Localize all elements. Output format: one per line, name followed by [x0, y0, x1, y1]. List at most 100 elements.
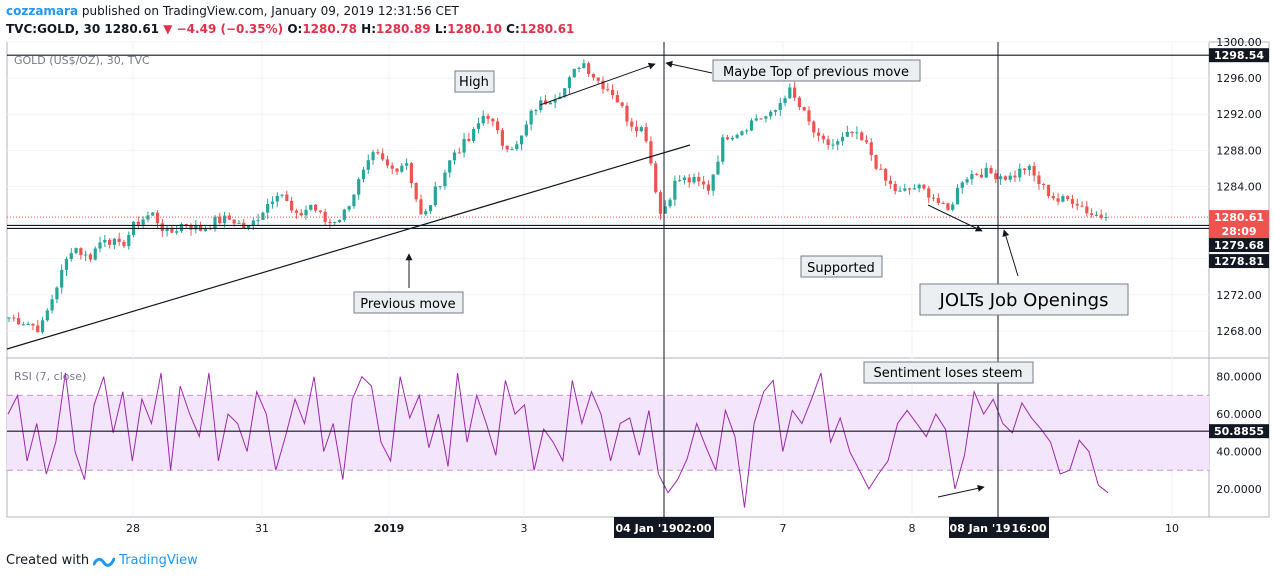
candle-body	[797, 97, 802, 108]
candle-body	[1018, 168, 1022, 178]
candle-body	[630, 121, 634, 127]
annotation-supported[interactable]: Supported	[800, 255, 883, 278]
candle-body	[845, 131, 849, 137]
candle-body	[357, 179, 361, 195]
candle-body	[218, 216, 222, 224]
badge-sup2-text: 1278.81	[1214, 255, 1264, 268]
annotation-maybe-top-text: Maybe Top of previous move	[723, 65, 909, 80]
candle-body	[553, 99, 557, 103]
annotation-previous-move[interactable]: Previous move	[353, 291, 464, 314]
badge-top-text: 1298.54	[1214, 49, 1264, 62]
candle-body	[577, 67, 581, 69]
candle-body	[55, 287, 59, 300]
candle-body	[625, 105, 629, 122]
price-pane-title: GOLD (US$/OZ), 30, TVC	[14, 54, 150, 67]
open-label: O:	[287, 22, 303, 36]
candle-body	[1037, 175, 1041, 184]
annotation-maybe-top[interactable]: Maybe Top of previous move	[712, 59, 921, 82]
candle-body	[246, 225, 251, 229]
candle-body	[778, 103, 782, 111]
candle-body	[26, 323, 30, 325]
candle-body	[582, 63, 586, 68]
badge-rsi: 50.8855	[1209, 424, 1269, 439]
candle-body	[486, 115, 490, 119]
candle-body	[438, 186, 442, 188]
candle-body	[261, 212, 265, 220]
created-with-text: Created with	[6, 553, 90, 568]
candle-body	[1046, 184, 1051, 197]
candle-body	[697, 177, 701, 182]
candle-body	[222, 215, 227, 224]
candle-body	[107, 239, 112, 245]
time-badge-04-jan-date: 04 Jan '19	[616, 522, 677, 535]
candle-body	[213, 216, 217, 229]
price-tick-label: 1284.00	[1216, 180, 1262, 193]
candle-body	[979, 174, 984, 178]
candle-body	[1090, 213, 1094, 215]
candle-body	[203, 228, 208, 231]
candle-body	[654, 163, 658, 193]
candle-body	[534, 110, 538, 112]
candle-body	[510, 149, 514, 151]
candle-body	[773, 110, 778, 112]
candle-body	[874, 155, 878, 169]
candle-body	[711, 174, 715, 191]
candle-body	[50, 299, 54, 311]
candle-body	[481, 115, 485, 124]
candle-body	[658, 192, 663, 214]
rsi-line	[7, 372, 1109, 508]
candle-body	[1070, 199, 1075, 204]
candle-body	[476, 123, 481, 129]
sentiment-arrow	[937, 484, 985, 498]
candle-body	[769, 111, 773, 117]
candle-body	[884, 168, 888, 181]
candle-body	[84, 254, 88, 256]
author-link[interactable]: cozzamara	[6, 4, 79, 18]
candle-body	[515, 144, 519, 150]
price-tick-label: 1296.00	[1216, 72, 1262, 85]
annotation-jolts[interactable]: JOLTs Job Openings	[919, 283, 1129, 316]
candle-body	[64, 259, 69, 270]
candle-body	[500, 130, 505, 146]
candle-body	[984, 167, 988, 178]
candle-body	[381, 153, 385, 160]
rsi-tick-label: 20.0000	[1216, 483, 1262, 496]
high-label: H:	[361, 22, 376, 36]
annotation-high[interactable]: High	[454, 70, 495, 93]
candle-body	[266, 203, 270, 213]
candle-body	[706, 184, 710, 191]
candle-body	[673, 180, 677, 200]
candle-body	[309, 204, 313, 210]
candle-body	[74, 248, 78, 254]
candle-body	[606, 89, 610, 91]
candle-body	[869, 142, 873, 156]
candle-body	[1042, 183, 1046, 185]
candle-body	[428, 205, 433, 212]
price-tick-label: 1300.00	[1216, 36, 1262, 49]
candle-body	[754, 118, 758, 121]
jolts-arrow	[1002, 229, 1019, 277]
candle-body	[879, 168, 883, 170]
candle-body	[16, 318, 21, 325]
badge-sup1-text: 1279.68	[1214, 239, 1264, 252]
annotation-sentiment[interactable]: Sentiment loses steem	[863, 361, 1034, 384]
candle-body	[936, 198, 940, 204]
candle-body	[855, 132, 859, 134]
candle-body	[735, 134, 739, 138]
tradingview-brand-link[interactable]: TradingView	[119, 553, 198, 568]
candle-body	[563, 88, 567, 97]
candle-body	[816, 132, 821, 136]
candle-body	[270, 201, 275, 204]
candle-body	[615, 95, 619, 103]
candle-body	[807, 110, 811, 122]
candle-body	[725, 137, 730, 140]
candle-body	[702, 181, 706, 185]
candle-body	[893, 183, 897, 192]
publish-line: cozzamara published on TradingView.com, …	[6, 4, 459, 18]
price-tick-label: 1292.00	[1216, 108, 1262, 121]
price-change: −4.49 (−0.35%)	[176, 22, 284, 36]
high-arrow	[539, 62, 656, 106]
candle-body	[951, 204, 955, 210]
candle-body	[385, 159, 390, 166]
